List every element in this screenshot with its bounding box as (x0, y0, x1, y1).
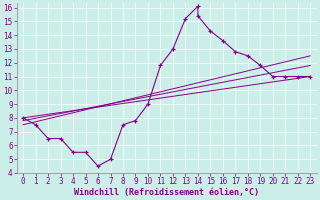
X-axis label: Windchill (Refroidissement éolien,°C): Windchill (Refroidissement éolien,°C) (74, 188, 259, 197)
